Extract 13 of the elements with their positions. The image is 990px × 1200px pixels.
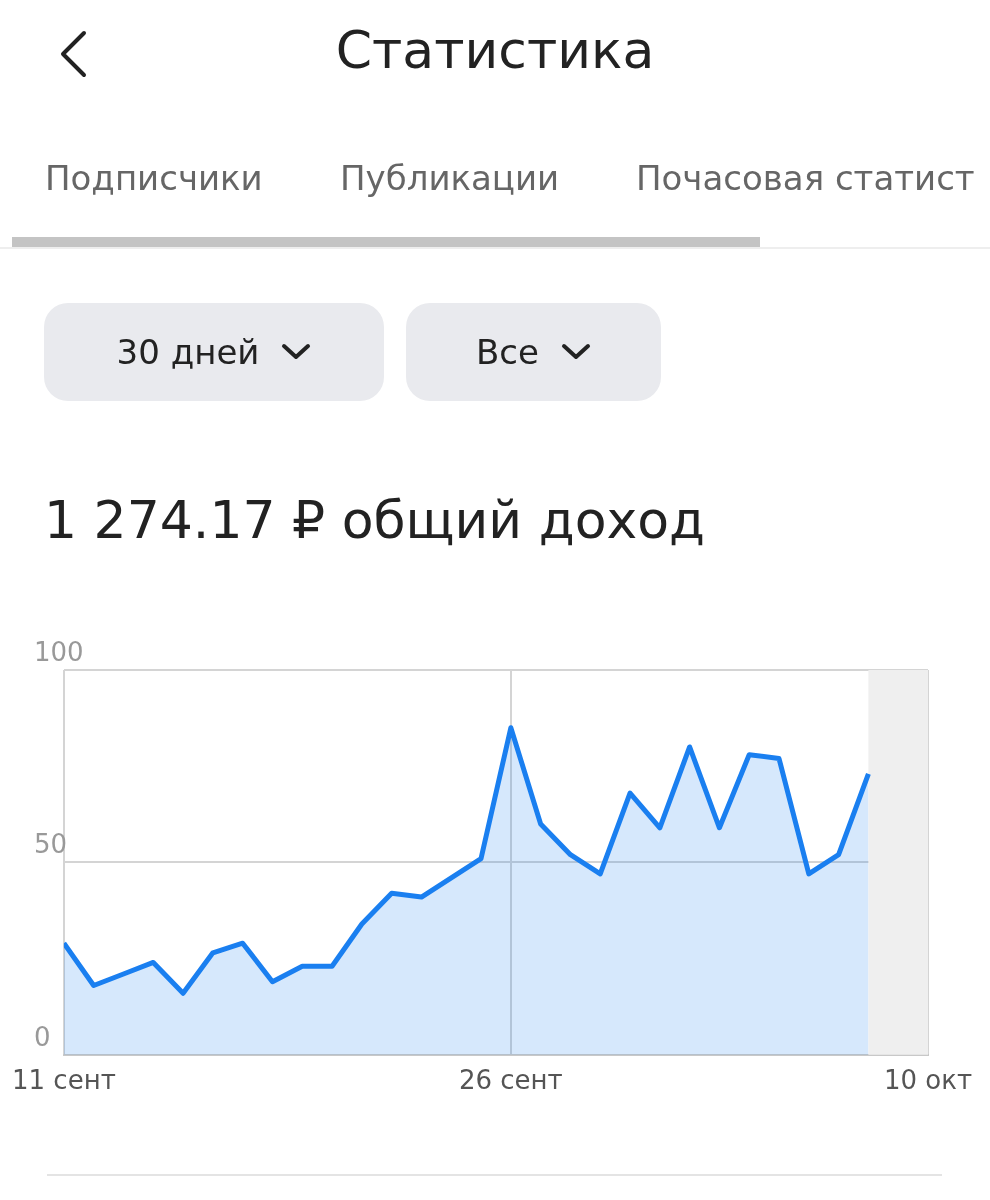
text: Все xyxy=(476,332,539,372)
x-tick-label: 11 сент xyxy=(11,1065,116,1096)
x-tick-label: 10 окт xyxy=(883,1065,973,1096)
text: Статистика xyxy=(334,20,656,80)
text: Подписчики xyxy=(45,158,263,198)
chart-title: 1 274.17 ₽ общий доход xyxy=(44,490,705,550)
text: Публикации xyxy=(340,158,560,198)
text: 30 дней xyxy=(116,332,260,372)
y-tick-label: 50 xyxy=(33,829,67,860)
y-tick-label: 0 xyxy=(33,1021,51,1052)
x-tick-label: 26 сент xyxy=(458,1065,563,1096)
text: Почасовая статист xyxy=(636,158,975,198)
y-tick-label: 100 xyxy=(33,636,84,667)
